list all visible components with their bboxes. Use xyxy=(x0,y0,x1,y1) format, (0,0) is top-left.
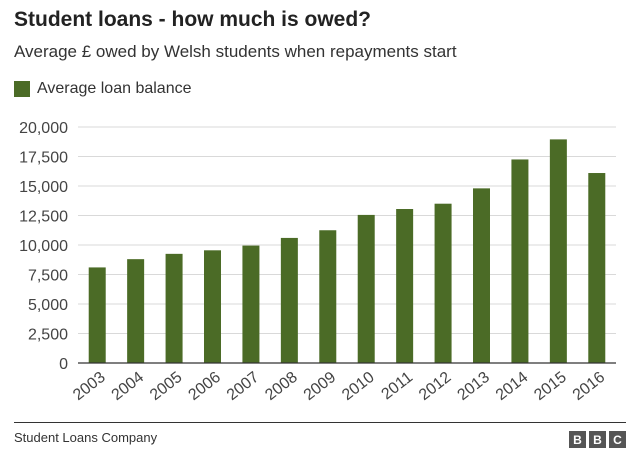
bar-2005 xyxy=(165,253,183,363)
legend-swatch xyxy=(14,81,30,97)
x-tick-label: 2016 xyxy=(570,369,609,404)
y-tick-label: 12,500 xyxy=(19,209,68,226)
x-tick-label: 2015 xyxy=(531,369,570,404)
x-tick-label: 2007 xyxy=(224,369,263,404)
y-tick-label: 5,000 xyxy=(28,297,68,314)
x-tick-label: 2005 xyxy=(147,369,186,404)
bar-2006 xyxy=(204,250,221,363)
logo-letter: B xyxy=(589,431,606,448)
x-tick-label: 2010 xyxy=(339,369,378,404)
x-tick-label: 2008 xyxy=(262,369,301,404)
bar-2007 xyxy=(242,245,260,363)
logo-letter: B xyxy=(569,431,586,448)
y-tick-label: 7,500 xyxy=(28,268,68,285)
x-tick-label: 2009 xyxy=(301,369,340,404)
y-tick-label: 17,500 xyxy=(19,150,68,167)
legend-label: Average loan balance xyxy=(37,80,192,97)
y-tick-label: 10,000 xyxy=(19,238,68,255)
x-tick-label: 2013 xyxy=(454,369,493,404)
bbc-logo: B B C xyxy=(569,431,626,448)
y-tick-label: 15,000 xyxy=(19,179,68,196)
chart-title: Student loans - how much is owed? xyxy=(14,8,372,31)
bar-2008 xyxy=(280,237,298,363)
chart-subtitle: Average £ owed by Welsh students when re… xyxy=(14,42,457,61)
bar-2010 xyxy=(357,214,375,363)
bar-2013 xyxy=(473,188,490,363)
x-tick-label: 2006 xyxy=(185,369,224,404)
bar-2009 xyxy=(319,230,337,363)
bar-2016 xyxy=(588,173,606,363)
y-tick-label: 20,000 xyxy=(19,120,68,137)
bar-2012 xyxy=(434,203,452,363)
x-tick-label: 2014 xyxy=(493,369,532,404)
x-tick-label: 2003 xyxy=(70,369,109,404)
bar-2015 xyxy=(549,139,567,363)
bar-2014 xyxy=(511,159,529,363)
y-tick-label: 0 xyxy=(59,356,68,373)
x-tick-label: 2004 xyxy=(109,369,148,404)
x-tick-label: 2012 xyxy=(416,369,455,404)
x-tick-label: 2011 xyxy=(379,369,417,404)
bar-2003 xyxy=(88,267,106,363)
bar-2004 xyxy=(127,259,145,363)
y-tick-label: 2,500 xyxy=(28,327,68,344)
source-label: Student Loans Company xyxy=(14,430,158,445)
footer-divider xyxy=(14,422,626,423)
chart-legend: Average loan balance xyxy=(14,80,192,98)
bar-2011 xyxy=(396,209,414,363)
logo-letter: C xyxy=(609,431,626,448)
